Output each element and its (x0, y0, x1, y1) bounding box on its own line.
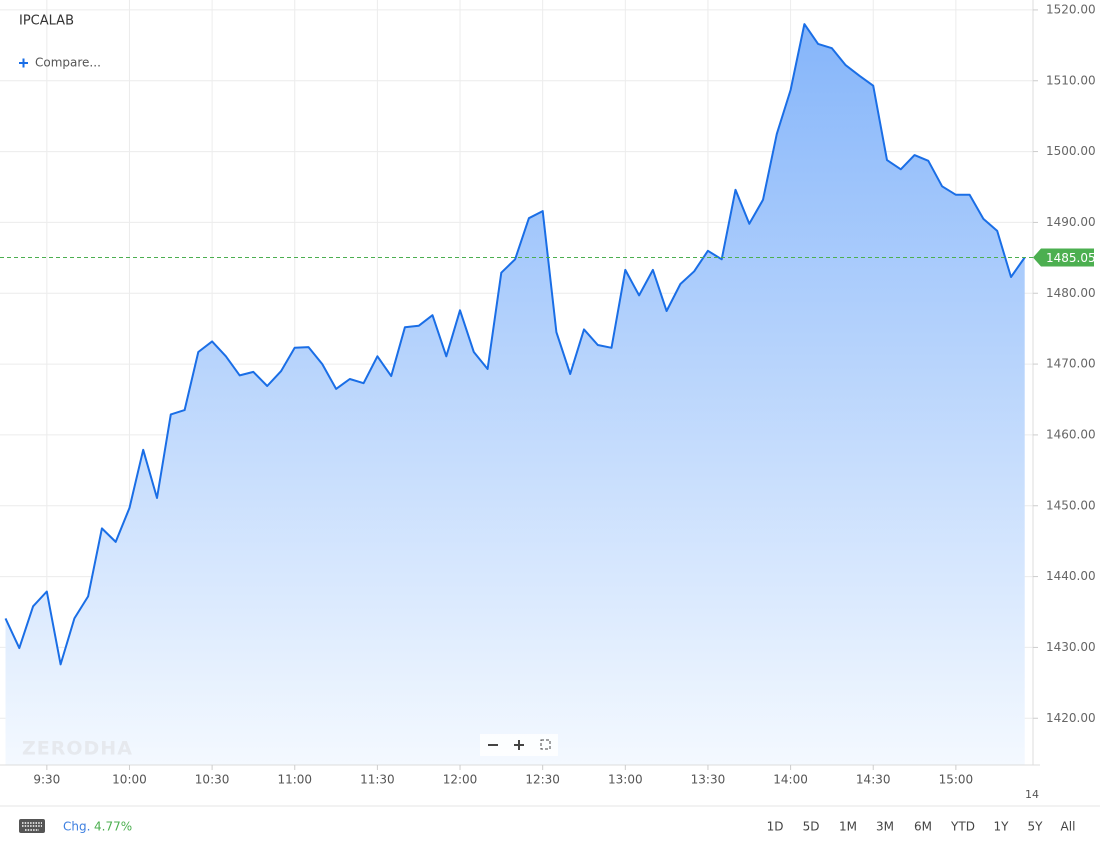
range-button[interactable]: 1Y (994, 820, 1010, 834)
y-tick-label: 1430.00 (1046, 640, 1096, 654)
x-tick-label: 13:00 (608, 773, 643, 787)
y-tick-label: 1470.00 (1046, 357, 1096, 371)
plus-icon (19, 58, 28, 68)
x-tick-label: 12:30 (525, 773, 560, 787)
range-button[interactable]: YTD (950, 820, 975, 834)
x-tick-label: 14:00 (773, 773, 808, 787)
y-tick-label: 1490.00 (1046, 215, 1096, 229)
change-label: Chg. (63, 820, 90, 834)
y-tick-label: 1480.00 (1046, 286, 1096, 300)
keyboard-keys (22, 822, 42, 831)
zoom-in[interactable] (514, 740, 524, 750)
x-tick-label: 9:30 (33, 773, 60, 787)
x-tick-label: 14:30 (856, 773, 891, 787)
range-button[interactable]: 5Y (1028, 820, 1044, 834)
x-tick-label: 15:00 (939, 773, 974, 787)
y-tick-label: 1510.00 (1046, 73, 1096, 87)
change-value: 4.77% (94, 820, 132, 834)
y-tick-label: 1520.00 (1046, 2, 1096, 16)
x-tick-label: 12:00 (443, 773, 478, 787)
y-tick-label: 1420.00 (1046, 711, 1096, 725)
plot (4, 23, 1026, 765)
area (5, 24, 1025, 765)
x-tick-label: 13:30 (691, 773, 726, 787)
fullscreen[interactable] (540, 739, 551, 750)
symbol-title: IPCALAB (19, 14, 74, 29)
range-button[interactable]: All (1061, 820, 1076, 834)
range-button[interactable]: 5D (803, 820, 820, 834)
range-button[interactable]: 1M (839, 820, 857, 834)
x-tick-label: 10:30 (195, 773, 230, 787)
compare-label[interactable]: Compare... (35, 56, 101, 70)
zoom-controls (480, 734, 558, 756)
y-tick-label: 1440.00 (1046, 569, 1096, 583)
last-price-tag (1033, 248, 1094, 267)
y-tick-label: 1500.00 (1046, 144, 1096, 158)
range-buttons: 1D 5D 1M 3M 6M YTD 1Y 5Y All (767, 820, 1076, 834)
price-line (4, 23, 1026, 666)
keyboard-icon[interactable] (19, 819, 45, 833)
x-tick-label: 10:00 (112, 773, 147, 787)
range-button[interactable]: 1D (767, 820, 784, 834)
compare-button[interactable]: Compare... (19, 56, 101, 70)
y-tick-label: 1460.00 (1046, 427, 1096, 441)
range-button[interactable]: 6M (914, 820, 932, 834)
x-edge-label: 14 (1025, 788, 1039, 801)
watermark: ZERODHA (22, 738, 133, 760)
last-price-label: 1485.05 (1046, 251, 1096, 265)
x-tick-label: 11:30 (360, 773, 395, 787)
range-button[interactable]: 3M (876, 820, 894, 834)
x-tick-label: 11:00 (277, 773, 312, 787)
y-tick-label: 1450.00 (1046, 498, 1096, 512)
